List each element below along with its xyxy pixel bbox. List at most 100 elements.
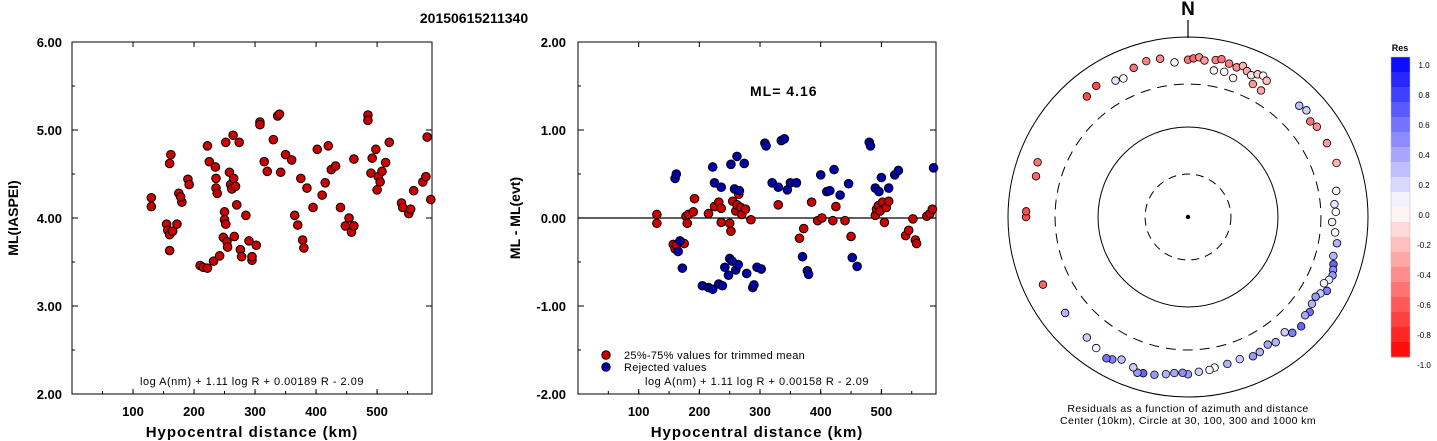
station-point: [1082, 333, 1092, 342]
station-point: [1060, 308, 1070, 318]
data-point: [211, 173, 221, 184]
legend-label-rejected: Rejected values: [624, 362, 707, 374]
y-axis-label: ML(IASPEI): [5, 180, 21, 255]
data-point: [883, 183, 894, 193]
data-point: [222, 242, 233, 252]
data-point: [164, 158, 175, 169]
station-point: [1205, 365, 1214, 375]
data-point: [756, 264, 767, 274]
polar-caption-line2: Center (10km), Circle at 30, 100, 300 an…: [1060, 415, 1316, 427]
station-point: [1330, 228, 1340, 237]
data-point: [421, 171, 431, 182]
station-point: [1117, 355, 1126, 364]
data-point: [280, 149, 291, 160]
station-point: [1178, 368, 1187, 378]
colorbar-tick-label: -1.0: [1417, 361, 1431, 370]
colorbar-tick-label: 0.4: [1418, 151, 1430, 160]
station-point: [1194, 367, 1204, 377]
y-tick-label: 0.00: [541, 211, 566, 226]
data-point: [172, 219, 182, 229]
station-point: [1332, 239, 1342, 248]
range-ring: [1097, 126, 1279, 308]
station-point: [1200, 56, 1209, 65]
data-point: [146, 192, 157, 203]
x-tick-label: 400: [810, 404, 832, 419]
station-point: [1332, 186, 1341, 196]
data-point: [673, 246, 683, 257]
data-point: [671, 169, 682, 179]
data-point: [817, 213, 827, 223]
station-point: [1155, 54, 1165, 63]
colorbar-cell: [1391, 342, 1410, 358]
station-point: [1262, 76, 1271, 85]
station-point: [1031, 172, 1041, 181]
station-point: [1332, 158, 1341, 168]
x-axis-label: Hypocentral distance (km): [651, 424, 864, 441]
data-point: [723, 270, 734, 281]
colorbar-tick-label: 1.0: [1418, 61, 1430, 70]
data-point: [274, 109, 285, 119]
y-tick-label: 6.00: [37, 35, 62, 50]
colorbar-cell: [1391, 132, 1410, 148]
data-point: [828, 215, 838, 226]
colorbar-cell: [1391, 162, 1410, 178]
y-tick-label: 5.00: [37, 123, 62, 138]
data-point: [740, 204, 751, 214]
range-ring: [1054, 83, 1322, 351]
data-point: [275, 167, 286, 178]
data-point: [228, 130, 238, 141]
data-point: [289, 210, 300, 221]
x-tick-label: 400: [305, 404, 327, 419]
colorbar-tick-label: 0.2: [1418, 181, 1430, 190]
x-tick-label: 200: [183, 404, 205, 419]
y-tick-label: 3.00: [37, 299, 62, 314]
data-point: [794, 233, 805, 244]
data-point: [806, 197, 817, 207]
data-point: [749, 280, 759, 290]
data-point: [210, 162, 221, 172]
data-point: [791, 178, 802, 188]
colorbar-cell: [1391, 177, 1410, 193]
data-point: [741, 268, 752, 279]
data-point: [363, 115, 373, 126]
station-point: [1129, 363, 1138, 372]
station-point: [1102, 354, 1111, 363]
data-point: [302, 183, 312, 193]
data-point: [375, 177, 385, 187]
ml-annotation: ML= 4.16: [750, 83, 818, 99]
data-point: [733, 259, 743, 270]
polar-caption-line1: Residuals as a function of azimuth and d…: [1067, 403, 1308, 415]
data-point: [220, 219, 231, 229]
panel-residual: 100 200 300 400 500 -2.00 -1.00 0.00 1.00 2.00 ML…: [507, 35, 939, 441]
colorbar-cell: [1391, 207, 1410, 223]
station-point: [1021, 207, 1031, 216]
y-tick-label: 2.00: [37, 387, 62, 402]
data-point: [425, 194, 436, 205]
colorbar-cell: [1391, 237, 1410, 253]
colorbar-cell: [1391, 72, 1410, 88]
data-point: [883, 196, 894, 207]
legend-label-trimmed: 25%-75% values for trimmed mean: [624, 350, 805, 362]
x-tick-label: 100: [628, 404, 650, 419]
data-point: [259, 156, 270, 167]
station-point: [1142, 56, 1151, 66]
data-point: [372, 185, 382, 195]
data-point: [184, 179, 194, 190]
data-point: [798, 223, 809, 234]
figure-title: 20150615211340: [420, 10, 528, 26]
colorbar-cell: [1391, 267, 1410, 283]
data-point: [734, 185, 745, 196]
data-point: [852, 261, 862, 272]
data-point: [726, 226, 736, 236]
legend-marker-trimmed: [601, 350, 611, 360]
colorbar-cell: [1391, 297, 1410, 313]
data-point: [299, 243, 309, 253]
x-tick-label: 500: [366, 404, 388, 419]
colorbar-tick-label: 0.8: [1418, 91, 1430, 100]
data-point: [408, 185, 419, 196]
data-point: [349, 154, 359, 164]
station-point: [1119, 74, 1128, 83]
colorbar-cell: [1391, 282, 1410, 298]
data-point: [739, 158, 750, 169]
station-point: [1307, 299, 1317, 308]
